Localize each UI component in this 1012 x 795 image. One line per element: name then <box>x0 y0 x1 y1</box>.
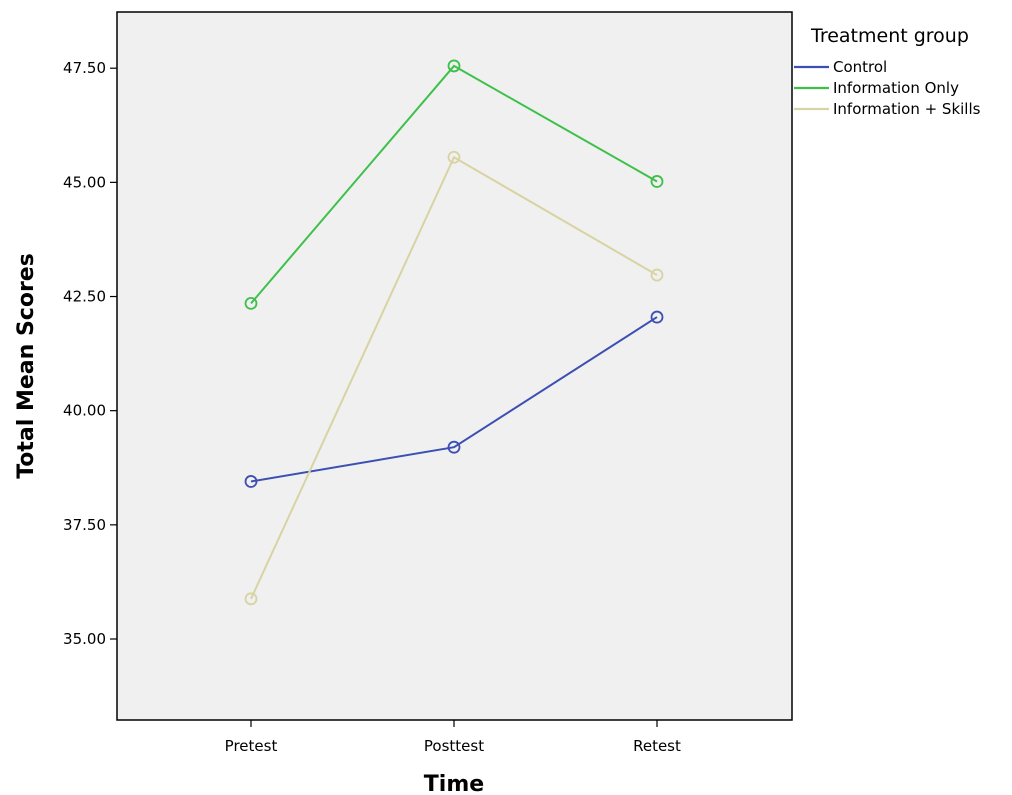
data-point <box>447 59 461 73</box>
series-line <box>250 64 658 305</box>
plot-area <box>116 11 793 721</box>
x-tick-label: Posttest <box>424 737 484 755</box>
y-tick-label: 37.50 <box>63 516 106 534</box>
series-information-skills <box>244 150 664 606</box>
data-point <box>244 592 258 606</box>
legend-label: Control <box>833 58 887 76</box>
x-tick-label: Retest <box>633 737 681 755</box>
legend-title: Treatment group <box>810 25 969 47</box>
data-point <box>447 440 461 454</box>
x-axis-title: Time <box>424 772 484 795</box>
data-point <box>244 296 258 310</box>
data-point <box>244 475 258 488</box>
legend-label: Information Only <box>833 79 959 97</box>
series-control <box>244 310 664 488</box>
y-tick-label: 35.00 <box>63 630 106 648</box>
y-tick-label: 42.50 <box>63 288 106 306</box>
series-line <box>250 155 658 600</box>
y-axis: 35.00 37.50 40.00 42.50 45.00 47.50 <box>63 59 117 648</box>
x-axis: Pretest Posttest Retest <box>225 720 681 755</box>
y-tick-label: 47.50 <box>63 59 106 77</box>
legend: Treatment group Control Information Only I… <box>794 25 981 118</box>
y-axis-title: Total Mean Scores <box>14 253 39 479</box>
data-point <box>650 310 664 324</box>
data-point <box>650 175 664 188</box>
series-line <box>250 316 658 483</box>
y-tick-label: 40.00 <box>63 402 106 420</box>
series-information-only <box>244 59 664 310</box>
series-layer <box>244 59 664 606</box>
legend-label: Information + Skills <box>833 100 981 118</box>
data-point <box>650 268 664 282</box>
data-point <box>447 150 461 164</box>
y-tick-label: 45.00 <box>63 173 106 191</box>
x-tick-label: Pretest <box>225 737 278 755</box>
